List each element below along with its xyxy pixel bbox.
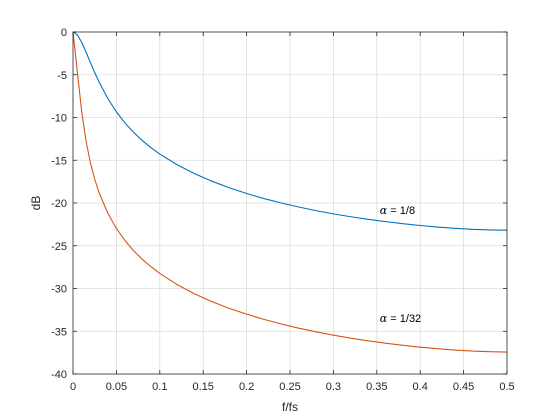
x-axis-label: f/fs bbox=[282, 400, 298, 414]
y-tick-label: -15 bbox=[51, 155, 67, 167]
series-line-1 bbox=[72, 31, 508, 231]
x-tick-label: 0.45 bbox=[453, 381, 474, 393]
grid bbox=[73, 32, 507, 374]
x-tick-label: 0 bbox=[70, 381, 76, 393]
x-tick-label: 0.3 bbox=[326, 381, 341, 393]
y-tick-label: -10 bbox=[51, 113, 67, 125]
y-tick-label: 0 bbox=[61, 27, 67, 39]
y-tick-label: -5 bbox=[57, 70, 67, 82]
x-tick-labels: 0 0.05 0.1 0.15 0.2 0.25 0.3 0.35 0.4 0.45 0.5 bbox=[70, 381, 515, 393]
x-tick-label: 0.35 bbox=[366, 381, 387, 393]
x-tick-label: 0.05 bbox=[106, 381, 127, 393]
annotations: α = 1/8 α = 1/32 bbox=[380, 204, 421, 325]
annotation-label-1: α = 1/8 bbox=[380, 204, 415, 217]
y-tick-label: -40 bbox=[51, 369, 67, 381]
x-tick-label: 0.5 bbox=[499, 381, 514, 393]
y-tick-label: -20 bbox=[51, 198, 67, 210]
x-tick-label: 0.4 bbox=[413, 381, 428, 393]
series-group bbox=[72, 31, 508, 353]
x-tick-label: 0.15 bbox=[192, 381, 213, 393]
y-tick-label: -25 bbox=[51, 241, 67, 253]
ticks bbox=[72, 31, 508, 375]
annotation-label-2: α = 1/32 bbox=[380, 312, 421, 325]
y-axis-label: dB bbox=[29, 196, 43, 211]
y-tick-labels: 0 -5 -10 -15 -20 -25 -30 -35 -40 bbox=[51, 27, 67, 381]
series-line-2 bbox=[72, 31, 508, 353]
y-tick-label: -30 bbox=[51, 284, 67, 296]
x-tick-label: 0.1 bbox=[152, 381, 167, 393]
x-tick-label: 0.2 bbox=[239, 381, 254, 393]
x-tick-label: 0.25 bbox=[279, 381, 300, 393]
y-tick-label: -35 bbox=[51, 326, 67, 338]
